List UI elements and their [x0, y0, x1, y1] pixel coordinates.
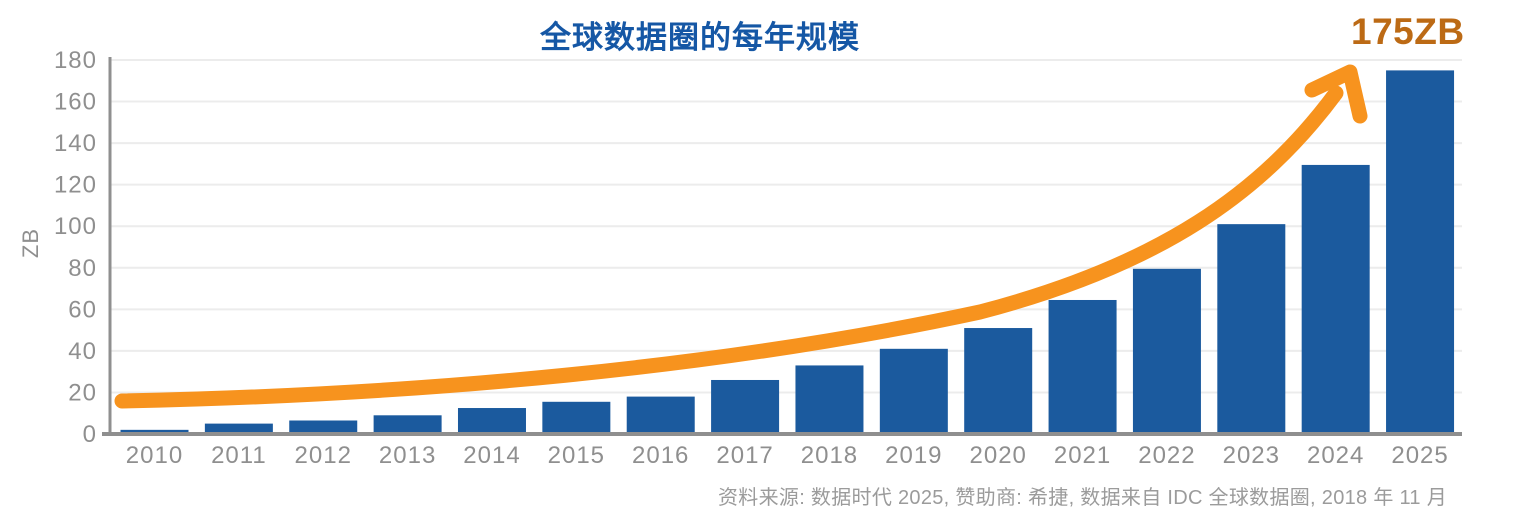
peak-value-label: 175ZB: [1351, 11, 1465, 52]
x-tick-label-2024: 2024: [1307, 442, 1364, 469]
bar-2020: [964, 328, 1033, 433]
y-tick-label-120: 120: [54, 172, 97, 199]
trend-arrowhead-icon: [1304, 64, 1368, 124]
y-tick-label-180: 180: [54, 47, 97, 74]
x-tick-label-2010: 2010: [126, 442, 183, 469]
x-tick-label-2022: 2022: [1138, 442, 1195, 469]
chart-title: 全球数据圈的每年规模: [540, 20, 860, 55]
x-tick-label-2018: 2018: [801, 442, 858, 469]
source-note: 资料来源: 数据时代 2025, 赞助商: 希捷, 数据来自 IDC 全球数据圈…: [718, 487, 1447, 509]
y-tick-label-100: 100: [54, 213, 97, 240]
x-tick-label-2021: 2021: [1054, 442, 1111, 469]
x-tick-label-2016: 2016: [632, 442, 689, 469]
x-tick-label-2019: 2019: [885, 442, 942, 469]
y-tick-label-140: 140: [54, 130, 97, 157]
x-tick-label-2015: 2015: [548, 442, 605, 469]
bar-2016: [626, 396, 695, 433]
bar-2019: [879, 348, 948, 433]
x-tick-label-2017: 2017: [716, 442, 773, 469]
bar-2014: [457, 408, 526, 433]
y-axis-title: ZB: [18, 228, 43, 258]
y-tick-label-80: 80: [68, 255, 97, 282]
bar-2025: [1386, 70, 1455, 433]
y-tick-label-40: 40: [68, 338, 97, 365]
y-tick-label-0: 0: [83, 421, 97, 448]
bar-2018: [795, 365, 864, 433]
x-tick-label-2025: 2025: [1391, 442, 1448, 469]
x-tick-label-2023: 2023: [1223, 442, 1280, 469]
y-tick-label-60: 60: [68, 296, 97, 323]
x-tick-label-2013: 2013: [379, 442, 436, 469]
bar-2015: [542, 401, 611, 433]
y-tick-label-20: 20: [68, 379, 97, 406]
bar-2022: [1132, 268, 1201, 433]
x-tick-label-2011: 2011: [211, 442, 267, 469]
bar-2017: [711, 379, 780, 433]
bar-2010: [120, 429, 189, 433]
bar-2013: [373, 415, 442, 433]
trend-curve: [114, 85, 1344, 409]
x-tick-label-2014: 2014: [463, 442, 520, 469]
bar-2024: [1301, 164, 1370, 433]
y-tick-label-160: 160: [54, 89, 97, 116]
bar-2023: [1217, 224, 1286, 433]
x-tick-label-2012: 2012: [295, 442, 352, 469]
bar-2012: [289, 420, 358, 433]
x-tick-label-2020: 2020: [970, 442, 1027, 469]
bar-2011: [204, 423, 273, 433]
bar-2021: [1048, 299, 1117, 433]
